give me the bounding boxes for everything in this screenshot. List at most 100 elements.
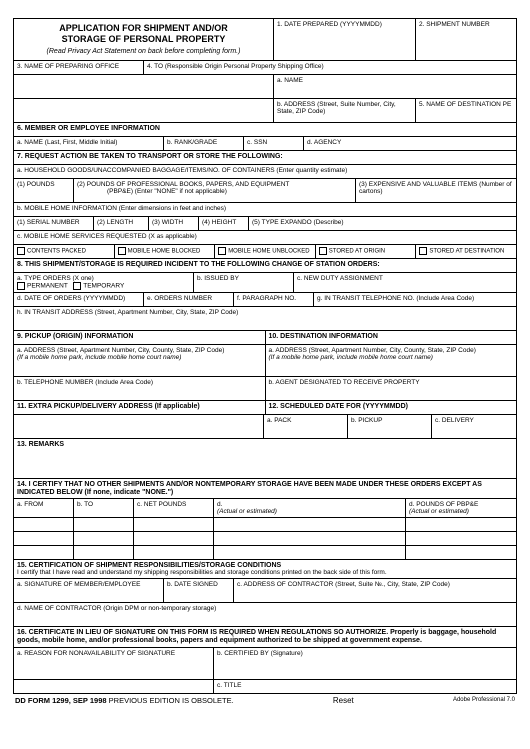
- field-12b[interactable]: b. PICKUP: [348, 415, 432, 438]
- section-3-addr: b. ADDRESS (Street, Suite Number, City, …: [14, 99, 516, 123]
- field-14c: c. NET POUNDS: [134, 499, 214, 517]
- field-8d[interactable]: d. DATE OF ORDERS (YYYYMMDD): [14, 293, 144, 306]
- field-15d[interactable]: d. NAME OF CONTRACTOR (Origin DPM or non…: [14, 603, 516, 626]
- footer-left: DD FORM 1299, SEP 1998 PREVIOUS EDITION …: [15, 696, 234, 705]
- field-8g[interactable]: g. IN TRANSIT TELEPHONE NO. (Include Are…: [314, 293, 516, 306]
- field-8e[interactable]: e. ORDERS NUMBER: [144, 293, 234, 306]
- header-row: APPLICATION FOR SHIPMENT AND/OR STORAGE …: [14, 19, 516, 61]
- field-7b5[interactable]: (5) TYPE EXPANDO (Describe): [249, 217, 516, 230]
- field-14d: d.(Actual or estimated): [214, 499, 406, 517]
- field-8h[interactable]: h. IN TRANSIT ADDRESS (Street, Apartment…: [14, 307, 516, 330]
- field-7a2[interactable]: (2) POUNDS OF PROFESSIONAL BOOKS, PAPERS…: [74, 179, 356, 202]
- section-11-header: 11. EXTRA PICKUP/DELIVERY ADDRESS (If ap…: [14, 401, 266, 414]
- field-8c[interactable]: c. NEW DUTY ASSIGNMENT: [294, 273, 516, 292]
- section-7c-sub: CONTENTS PACKED MOBILE HOME BLOCKED MOBI…: [14, 245, 516, 259]
- section-15-abc: a. SIGNATURE OF MEMBER/EMPLOYEE b. DATE …: [14, 579, 516, 603]
- field-16a[interactable]: a. REASON FOR NONAVAILABILITY OF SIGNATU…: [14, 648, 214, 679]
- section-9-10-a: a. ADDRESS (Street, Apartment Number, Ci…: [14, 345, 516, 377]
- field-14a: a. FROM: [14, 499, 74, 517]
- title-subtitle: (Read Privacy Act Statement on back befo…: [47, 48, 241, 55]
- field-preparing-office[interactable]: 3. NAME OF PREPARING OFFICE: [14, 61, 144, 74]
- blank-3b: [14, 99, 274, 122]
- field-6c[interactable]: c. SSN: [244, 137, 304, 150]
- chk-origin[interactable]: STORED AT ORIGIN: [316, 245, 417, 258]
- field-7a3[interactable]: (3) EXPENSIVE AND VALUABLE ITEMS (Number…: [356, 179, 516, 202]
- form-title: APPLICATION FOR SHIPMENT AND/OR STORAGE …: [14, 19, 274, 60]
- section-6-header: 6. MEMBER OR EMPLOYEE INFORMATION: [14, 123, 516, 136]
- field-8a[interactable]: a. TYPE ORDERS (X one) PERMANENT TEMPORA…: [14, 273, 194, 292]
- prev-edition: PREVIOUS EDITION IS OBSOLETE.: [109, 696, 234, 705]
- field-15a[interactable]: a. SIGNATURE OF MEMBER/EMPLOYEE: [14, 579, 164, 602]
- field-15c[interactable]: c. ADDRESS OF CONTRACTOR (Street, Suite …: [234, 579, 516, 602]
- field-7c: c. MOBILE HOME SERVICES REQUESTED (X as …: [14, 231, 516, 244]
- section-13[interactable]: 13. REMARKS: [14, 439, 516, 478]
- section-14-header: 14. I CERTIFY THAT NO OTHER SHIPMENTS AN…: [14, 479, 516, 498]
- field-10b[interactable]: b. AGENT DESIGNATED TO RECEIVE PROPERTY: [266, 377, 517, 400]
- field-9b[interactable]: b. TELEPHONE NUMBER (Include Area Code): [14, 377, 266, 400]
- field-16c[interactable]: c. TITLE: [214, 680, 516, 693]
- field-15b[interactable]: b. DATE SIGNED: [164, 579, 234, 602]
- section-10-header: 10. DESTINATION INFORMATION: [266, 331, 517, 344]
- field-7a1[interactable]: (1) POUNDS: [14, 179, 74, 202]
- chk-unblocked[interactable]: MOBILE HOME UNBLOCKED: [215, 245, 316, 258]
- section-7-header: 7. REQUEST ACTION BE TAKEN TO TRANSPORT …: [14, 151, 516, 164]
- field-7b: b. MOBILE HOME INFORMATION (Enter dimens…: [14, 203, 516, 216]
- field-8f[interactable]: f. PARAGRAPH NO.: [234, 293, 314, 306]
- section-9-10-h: 9. PICKUP (ORIGIN) INFORMATION 10. DESTI…: [14, 331, 516, 345]
- field-14b: b. TO: [74, 499, 134, 517]
- adobe-note: Adobe Professional 7.0: [453, 697, 515, 703]
- section-14-r3: [14, 546, 516, 560]
- field-date-prepared[interactable]: 1. DATE PREPARED (YYYYMMDD): [274, 19, 416, 60]
- section-7a-sub: (1) POUNDS (2) POUNDS OF PROFESSIONAL BO…: [14, 179, 516, 203]
- title-line2: STORAGE OF PERSONAL PROPERTY: [62, 34, 226, 44]
- field-10a[interactable]: a. ADDRESS (Street, Apartment Number, Ci…: [266, 345, 517, 376]
- section-16-header: 16. CERTIFICATE IN LIEU OF SIGNATURE ON …: [14, 627, 516, 646]
- chk-dest[interactable]: STORED AT DESTINATION: [416, 245, 516, 258]
- blank-3a: [14, 75, 274, 98]
- field-7b4[interactable]: (4) HEIGHT: [199, 217, 249, 230]
- field-14e: d. POUNDS OF PBP&E(Actual or estimated): [406, 499, 516, 517]
- section-8defg: d. DATE OF ORDERS (YYYYMMDD) e. ORDERS N…: [14, 293, 516, 307]
- section-14-r1: [14, 518, 516, 532]
- form-footer: DD FORM 1299, SEP 1998 PREVIOUS EDITION …: [13, 696, 517, 705]
- section-16-ab: a. REASON FOR NONAVAILABILITY OF SIGNATU…: [14, 648, 516, 680]
- section-11-12: 11. EXTRA PICKUP/DELIVERY ADDRESS (If ap…: [14, 401, 516, 415]
- chk-blocked[interactable]: MOBILE HOME BLOCKED: [115, 245, 216, 258]
- section-14-cols: a. FROM b. TO c. NET POUNDS d.(Actual or…: [14, 499, 516, 518]
- section-15-header: 15. CERTIFICATION OF SHIPMENT RESPONSIBI…: [14, 560, 516, 578]
- dd-form-1299: APPLICATION FOR SHIPMENT AND/OR STORAGE …: [13, 18, 517, 694]
- section-7b-sub: (1) SERIAL NUMBER (2) LENGTH (3) WIDTH (…: [14, 217, 516, 231]
- field-7a: a. HOUSEHOLD GOODS/UNACCOMPANIED BAGGAGE…: [14, 165, 516, 178]
- chk-contents[interactable]: CONTENTS PACKED: [14, 245, 115, 258]
- field-6b[interactable]: b. RANK/GRADE: [164, 137, 244, 150]
- field-5a-name[interactable]: a. NAME: [274, 75, 516, 98]
- field-7b1[interactable]: (1) SERIAL NUMBER: [14, 217, 94, 230]
- section-3-row: 3. NAME OF PREPARING OFFICE 4. TO (Respo…: [14, 61, 516, 75]
- field-7b2[interactable]: (2) LENGTH: [94, 217, 149, 230]
- form-number: DD FORM 1299, SEP 1998: [15, 696, 107, 705]
- field-5b-address[interactable]: b. ADDRESS (Street, Suite Number, City, …: [274, 99, 416, 122]
- section-12-sub: a. PACK b. PICKUP c. DELIVERY: [14, 415, 516, 439]
- reset-button[interactable]: Reset: [333, 696, 354, 705]
- section-9-header: 9. PICKUP (ORIGIN) INFORMATION: [14, 331, 266, 344]
- section-8ab: a. TYPE ORDERS (X one) PERMANENT TEMPORA…: [14, 273, 516, 293]
- field-9a[interactable]: a. ADDRESS (Street, Apartment Number, Ci…: [14, 345, 266, 376]
- field-11[interactable]: [14, 415, 264, 438]
- field-6d[interactable]: d. AGENCY: [304, 137, 516, 150]
- field-8b[interactable]: b. ISSUED BY: [194, 273, 294, 292]
- section-9-10-b: b. TELEPHONE NUMBER (Include Area Code) …: [14, 377, 516, 401]
- section-16-c: c. TITLE: [14, 680, 516, 693]
- field-to-office[interactable]: 4. TO (Responsible Origin Personal Prope…: [144, 61, 516, 74]
- field-shipment-number[interactable]: 2. SHIPMENT NUMBER: [416, 19, 516, 60]
- field-5-dest[interactable]: 5. NAME OF DESTINATION PE: [416, 99, 516, 122]
- field-12a[interactable]: a. PACK: [264, 415, 348, 438]
- title-line1: APPLICATION FOR SHIPMENT AND/OR: [59, 23, 228, 33]
- section-3-name: a. NAME: [14, 75, 516, 99]
- section-14-r2: [14, 532, 516, 546]
- field-12c[interactable]: c. DELIVERY: [432, 415, 516, 438]
- field-16b[interactable]: b. CERTIFIED BY (Signature): [214, 648, 516, 679]
- section-8-header: 8. THIS SHIPMENT/STORAGE IS REQUIRED INC…: [14, 259, 516, 272]
- field-7b3[interactable]: (3) WIDTH: [149, 217, 199, 230]
- section-12-header: 12. SCHEDULED DATE FOR (YYYYMMDD): [266, 401, 517, 414]
- field-6a[interactable]: a. NAME (Last, First, Middle Initial): [14, 137, 164, 150]
